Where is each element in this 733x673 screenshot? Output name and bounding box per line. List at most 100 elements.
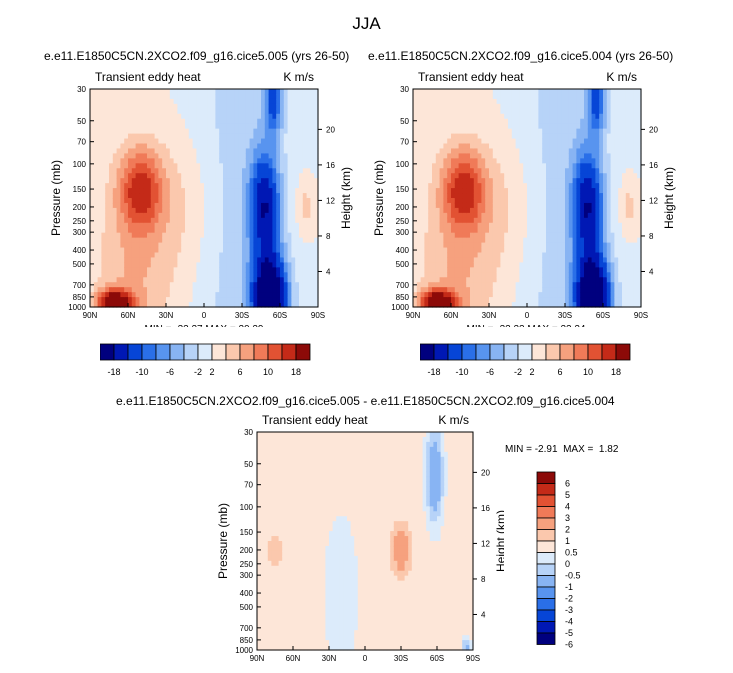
field-cell [466, 302, 471, 308]
field-cell [568, 237, 574, 244]
field-cell [458, 93, 463, 100]
field-cell [413, 193, 418, 199]
field-cell [249, 282, 254, 288]
field-cell [530, 128, 536, 135]
field-cell [162, 237, 167, 244]
field-cell [439, 272, 444, 278]
field-cell [207, 183, 213, 189]
field-cell [314, 302, 319, 308]
height-tick-label: 8 [326, 232, 331, 241]
field-cell [302, 247, 308, 254]
field-cell [534, 207, 539, 214]
field-cell [223, 242, 228, 249]
field-cell [454, 138, 460, 145]
field-cell [595, 113, 600, 120]
field-cell [185, 198, 190, 204]
field-cell [97, 252, 102, 259]
field-cell [211, 222, 216, 229]
field-cell [177, 207, 182, 214]
field-cell [568, 153, 574, 159]
field-cell [599, 212, 604, 219]
field-cell [306, 188, 311, 194]
field-cell [420, 292, 425, 298]
field-cell [470, 297, 475, 303]
field-cell [489, 188, 494, 194]
field-cell [261, 282, 266, 288]
field-cell [519, 237, 524, 244]
field-cell [131, 128, 137, 135]
field-cell [238, 267, 243, 273]
field-cell [280, 93, 285, 100]
field-cell [257, 292, 262, 298]
field-cell [454, 242, 460, 249]
field-cell [306, 267, 311, 273]
field-cell [508, 212, 513, 219]
field-cell [291, 282, 296, 288]
field-cell [101, 148, 106, 154]
field-cell [587, 262, 593, 268]
field-cell [150, 252, 156, 259]
field-cell [268, 193, 273, 199]
field-cell [549, 242, 555, 249]
field-cell [253, 232, 258, 239]
field-cell [295, 217, 300, 224]
field-cell [481, 237, 486, 244]
field-cell [90, 277, 95, 283]
field-cell [188, 113, 194, 120]
field-cell [264, 217, 270, 224]
field-cell [603, 257, 608, 263]
field-cell [416, 183, 422, 189]
field-cell [131, 103, 137, 110]
field-cell [606, 198, 612, 204]
field-cell [291, 188, 296, 194]
field-cell [515, 217, 520, 224]
field-cell [276, 89, 281, 95]
field-cell [112, 267, 118, 273]
field-cell [485, 242, 490, 249]
field-cell [215, 257, 220, 263]
field-cell [264, 168, 270, 174]
field-cell [439, 188, 444, 194]
field-cell [473, 193, 479, 199]
field-cell [302, 193, 308, 199]
y-tick-label: 100 [73, 160, 87, 169]
field-cell [169, 302, 175, 308]
field-cell [124, 277, 129, 283]
field-cell [109, 252, 114, 259]
field-cell [515, 207, 520, 214]
field-cell [135, 188, 140, 194]
field-cell [599, 183, 604, 189]
field-cell [477, 173, 482, 179]
field-cell [215, 242, 220, 249]
field-cell [105, 262, 110, 268]
field-cell [120, 128, 125, 135]
field-cell [223, 277, 228, 283]
field-cell [416, 237, 422, 244]
field-cell [192, 98, 197, 105]
field-cell [242, 89, 247, 95]
field-cell [97, 128, 102, 135]
field-cell [105, 143, 110, 150]
field-cell [287, 103, 292, 110]
field-cell [424, 252, 429, 259]
field-cell [181, 128, 186, 135]
field-cell [131, 237, 137, 244]
field-cell [470, 252, 475, 259]
field-cell [413, 89, 418, 95]
field-cell [207, 103, 213, 110]
field-cell [584, 247, 589, 254]
field-cell [530, 292, 536, 298]
field-cell [603, 262, 608, 268]
field-cell [177, 267, 182, 273]
field-cell [131, 183, 137, 189]
field-cell [131, 287, 137, 293]
field-cell [587, 242, 593, 249]
field-cell [291, 207, 296, 214]
field-cell [253, 143, 258, 150]
field-cell [565, 282, 570, 288]
field-cell [538, 178, 543, 184]
field-cell [451, 277, 456, 283]
field-cell [261, 183, 266, 189]
field-cell [504, 153, 509, 159]
field-cell [177, 272, 182, 278]
